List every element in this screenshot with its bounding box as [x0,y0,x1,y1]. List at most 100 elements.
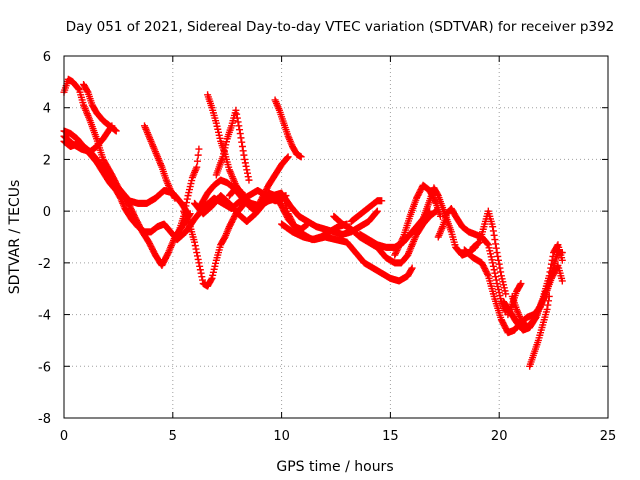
data-point [547,260,555,268]
series-arc-23 [469,207,510,298]
data-point [191,242,199,250]
y-tick-label: -4 [38,309,51,324]
data-point [243,166,251,174]
data-point [548,256,556,264]
data-point [171,194,179,202]
data-point [545,292,553,300]
data-point [233,110,241,118]
data-point [304,220,312,228]
data-point [198,273,206,281]
data-point [196,266,204,274]
data-point [245,176,253,184]
data-point [434,190,442,198]
data-point [239,147,247,155]
data-point [297,153,305,161]
data-point [75,85,83,93]
series-arc-05 [80,80,120,135]
data-point [553,242,561,250]
data-point [197,269,205,277]
data-point [238,143,246,150]
data-point [199,276,207,284]
data-point [516,281,524,289]
data-point [489,227,497,235]
data-point [407,265,415,273]
data-point [484,270,492,278]
data-point [491,236,499,244]
data-point [490,231,498,239]
data-point [494,256,502,264]
data-point [543,305,551,313]
data-point [492,244,500,252]
data-point [373,207,381,215]
axis-ticks: 0 5 10 15 20 25 -8 -6 -4 -2 0 2 4 6 [38,50,616,444]
data-point [235,122,243,130]
data-point [195,259,203,267]
data-point [517,280,525,288]
data-point [236,130,244,138]
data-point [236,126,244,134]
series-arc-27 [504,280,525,319]
data-point [194,255,202,263]
data-point [283,154,291,162]
data-point [496,264,504,272]
data-point [193,252,201,260]
data-point [489,262,497,270]
y-tick-label: 2 [43,153,51,168]
data-point [495,260,503,268]
x-tick-label: 0 [60,429,68,444]
data-point [232,106,240,114]
data-point [193,157,201,165]
data-point [489,223,497,231]
data-point [191,238,199,246]
data-point [234,118,242,126]
data-point [242,162,250,170]
data-point [491,269,499,277]
x-tick-label: 20 [491,429,508,444]
series-arc-11 [212,106,253,184]
data-point [558,256,566,264]
data-point [502,290,510,298]
data-point [493,249,501,257]
data-point [164,250,172,258]
y-tick-label: 4 [43,102,51,117]
y-tick-label: -8 [38,412,51,427]
data-point [195,145,203,153]
series-arc-14 [271,96,305,161]
data-point [240,151,248,159]
data-point [549,252,557,260]
plot-frame [63,55,609,419]
series-arc-15 [251,153,292,215]
data-point [373,208,381,216]
x-tick-label: 25 [600,429,617,444]
data-point [545,297,553,305]
data-point [233,114,241,122]
data-point [237,134,245,142]
data-point [492,276,500,284]
data-point [183,195,191,203]
series-arc-26 [508,261,566,331]
data-point [183,199,191,207]
data-point [484,240,492,248]
series-arc-19 [347,197,386,225]
data-point [489,259,497,267]
chart-title: Day 051 of 2021, Sidereal Day-to-day VTE… [66,19,615,35]
data-point [196,262,204,270]
y-tick-label: -2 [38,257,51,272]
data-point [492,273,500,281]
data-point [544,301,552,309]
y-tick-label: 6 [43,50,51,65]
data-point [399,235,407,243]
y-tick-label: -6 [38,360,51,375]
data-point [378,197,386,205]
data-point [490,266,498,274]
data-point [284,153,292,161]
data-point [182,202,190,210]
data-point [238,138,246,146]
data-point [193,249,201,257]
y-tick-label: 0 [43,205,51,220]
data-point [112,127,120,135]
x-tick-label: 10 [273,429,290,444]
x-tick-label: 5 [169,429,177,444]
